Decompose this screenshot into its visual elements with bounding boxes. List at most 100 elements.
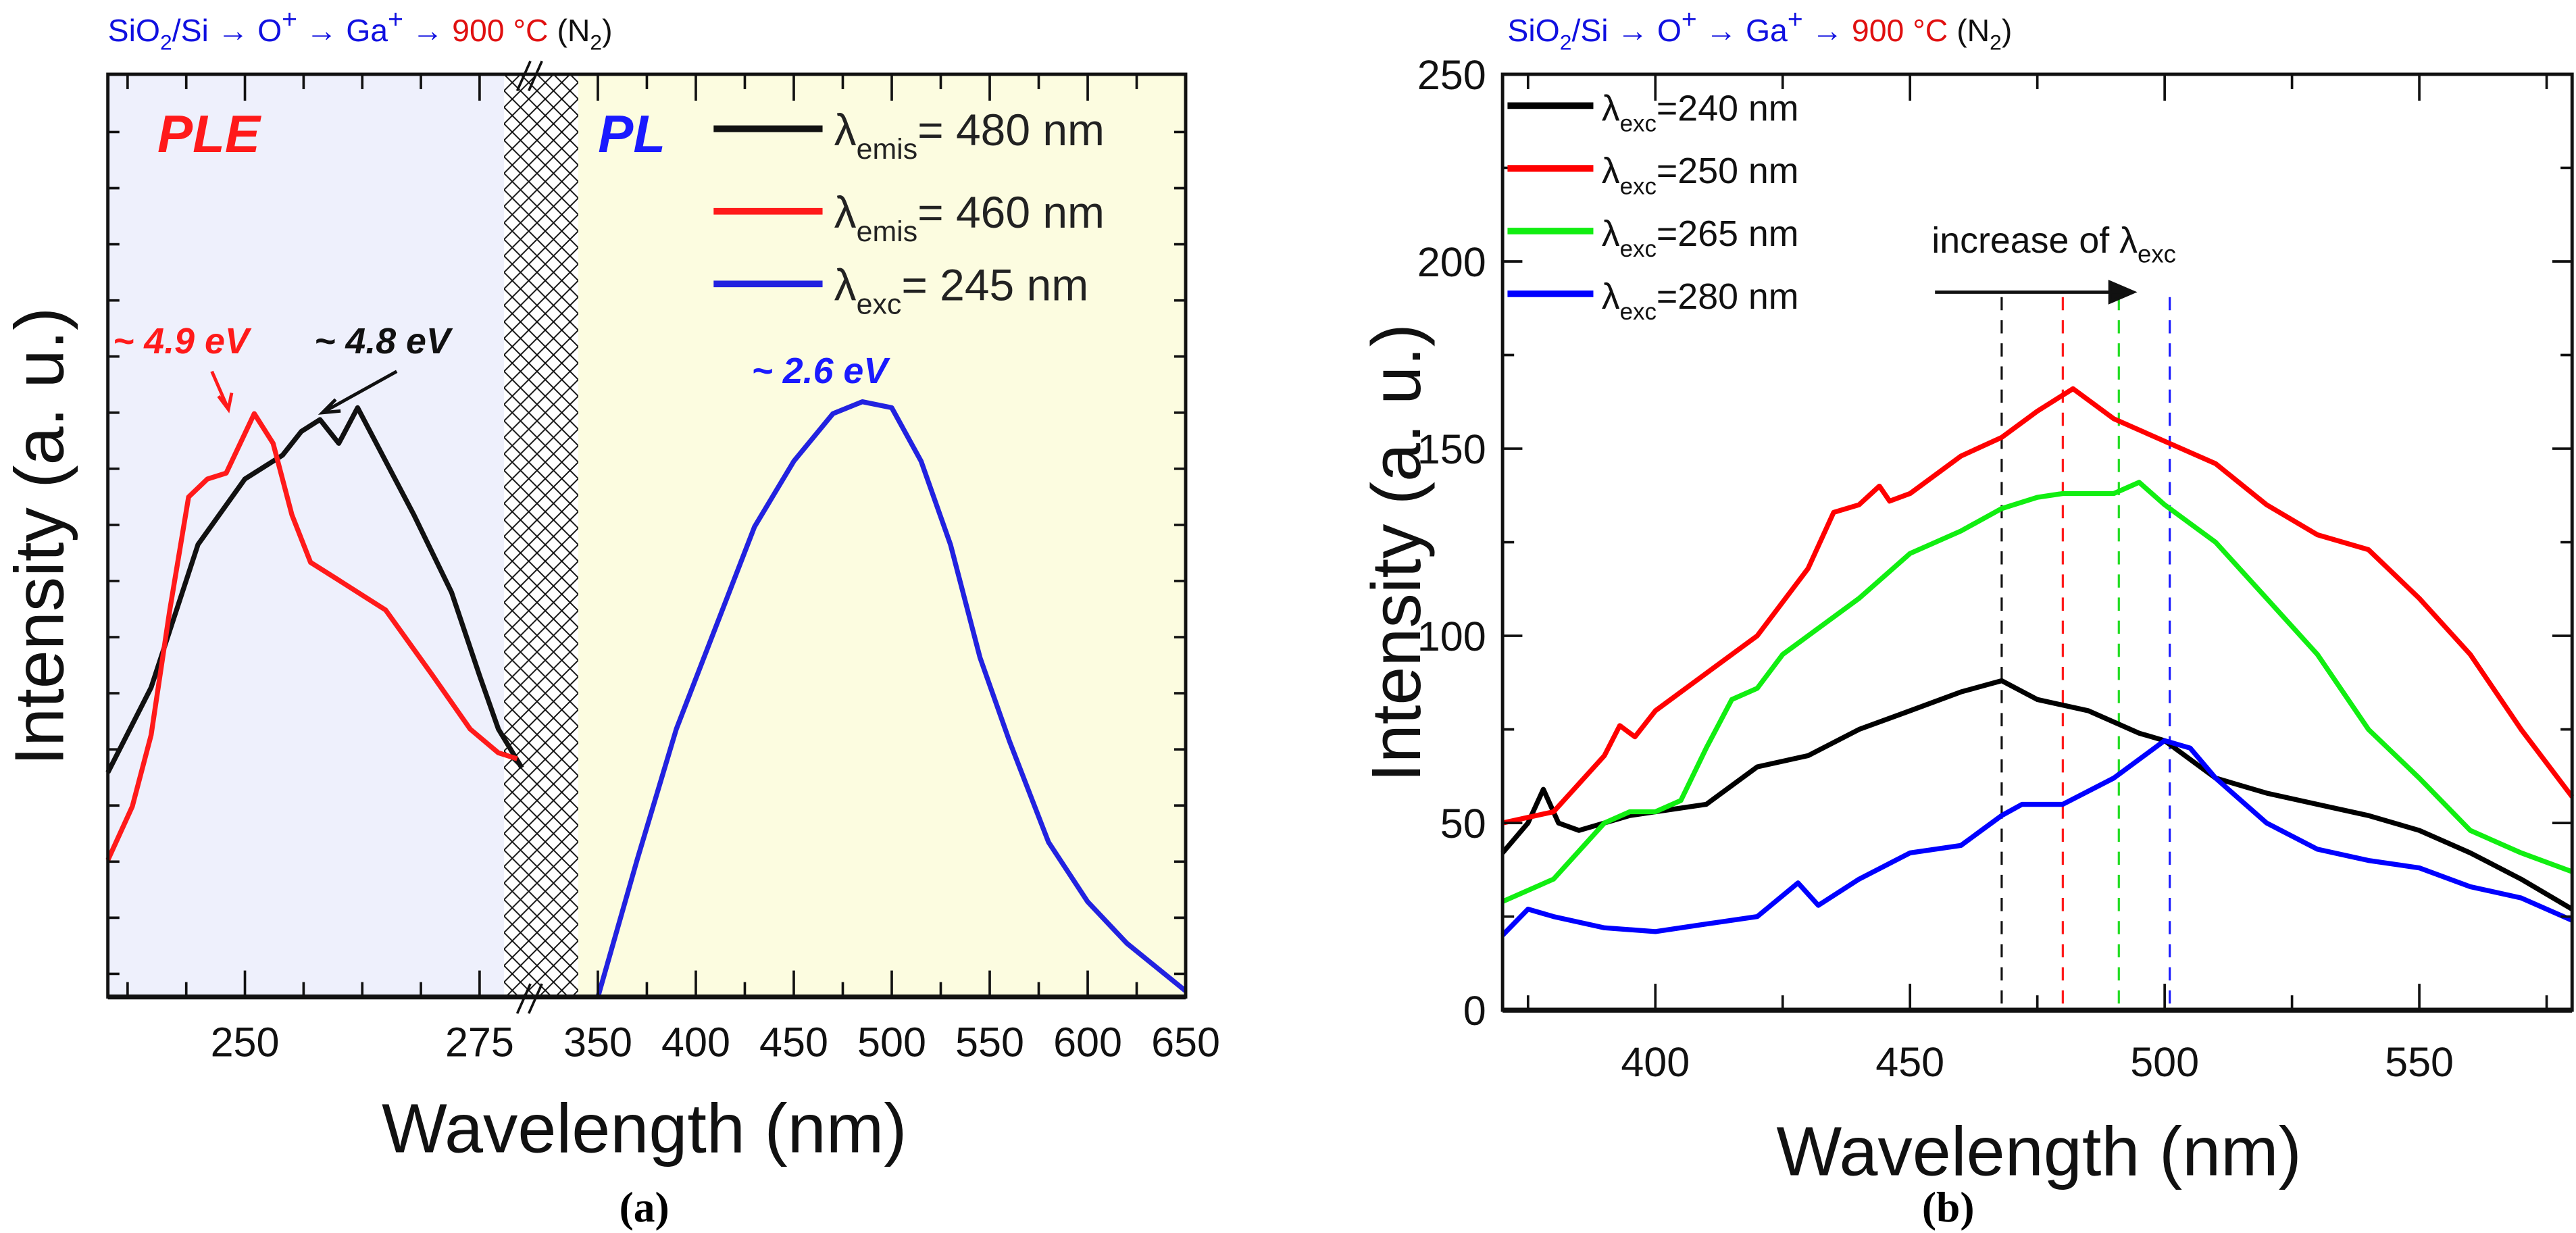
lambda-symbol: λ (2119, 220, 2138, 261)
title-segment: (N (1948, 13, 1990, 48)
x-axis-label: Wavelength (nm) (1776, 1112, 2301, 1190)
ple-region-background (107, 74, 505, 997)
title-segment: SiO (108, 13, 160, 48)
title-segment: 2 (1560, 30, 1572, 54)
x-tick-label: 275 (445, 1020, 514, 1065)
title-segment: 2 (590, 30, 602, 54)
y-tick-label: 200 (1417, 239, 1486, 285)
panel-b: SiO2​/Si → O+​ → Ga+​ → 900 °C (N2​)4004… (1357, 5, 2575, 1231)
lambda-symbol: λ (1602, 276, 1620, 317)
title-segment: 900 °C (452, 13, 548, 48)
title-segment: /Si → (1571, 13, 1657, 48)
series-line-1 (1502, 386, 2575, 826)
label-text: =280 nm (1657, 276, 1799, 317)
legend-entry: λexc=280 nm (1602, 276, 1799, 325)
peak-annotation-4-8ev: ~ 4.8 eV (314, 321, 453, 361)
title-segment: → (403, 13, 452, 48)
panel-label: (b) (1922, 1183, 1975, 1231)
title-segment: + (388, 5, 403, 34)
title-segment: → (1803, 13, 1852, 48)
x-tick-label: 650 (1151, 1020, 1220, 1065)
title-segment: + (1682, 5, 1697, 34)
y-tick-label: 0 (1463, 988, 1486, 1034)
peak-annotation-4-9ev: ~ 4.9 eV (113, 321, 252, 361)
series-line-0 (1500, 678, 2574, 911)
legend-entry: λexc=265 nm (1602, 213, 1799, 262)
title-segment: O (1657, 13, 1682, 48)
subscript: exc (1620, 236, 1657, 262)
axis-break-mark (515, 983, 543, 1014)
x-tick-label: 250 (211, 1020, 280, 1065)
title-segment: → Ga (297, 13, 388, 48)
lambda-symbol: λ (1602, 151, 1620, 191)
lambda-symbol: λ (834, 105, 857, 155)
axis-break-hatch (504, 74, 578, 997)
title-segment: /Si → (172, 13, 257, 48)
subscript: exc (857, 288, 902, 320)
x-tick-label: 400 (1621, 1039, 1690, 1085)
label-text: =250 nm (1657, 151, 1799, 191)
lambda-symbol: λ (834, 260, 857, 310)
legend-entry: λexc=250 nm (1602, 151, 1799, 199)
axis-break-mark (515, 60, 543, 92)
label-text: =265 nm (1657, 213, 1799, 254)
x-tick-label: 600 (1053, 1020, 1122, 1065)
series-line-1 (105, 411, 518, 861)
label-text: =240 nm (1657, 88, 1799, 128)
label-text: = 480 nm (917, 105, 1105, 155)
label-text: = 460 nm (917, 187, 1105, 237)
title-segment: O (257, 13, 282, 48)
title-segment: → Ga (1697, 13, 1788, 48)
legend-entry: λexc= 245 nm (834, 260, 1089, 321)
title-segment: 2 (160, 30, 172, 54)
peak-annotation-2-6ev: ~ 2.6 eV (751, 351, 890, 391)
y-axis-label: Intensity (a. u.) (1357, 324, 1435, 782)
title-segment: ) (602, 13, 612, 48)
subscript: exc (1620, 299, 1657, 325)
annotation-text: increase of (1931, 220, 2119, 261)
subscript: exc (1620, 110, 1657, 136)
title-segment: + (1788, 5, 1803, 34)
x-tick-label: 400 (661, 1020, 730, 1065)
legend-entry: λexc=240 nm (1602, 88, 1799, 136)
x-tick-label: 550 (2385, 1039, 2454, 1085)
pl-label: PL (598, 104, 665, 163)
subscript: exc (2138, 240, 2176, 268)
series-line-2 (1501, 480, 2573, 904)
subscript: emis (857, 216, 918, 248)
arrow-4-9ev (210, 370, 234, 413)
ple-label: PLE (157, 104, 262, 163)
increase-annotation: increase of λexc (1931, 220, 2176, 268)
y-tick-label: 250 (1417, 52, 1486, 98)
increase-arrow (1935, 280, 2138, 305)
x-tick-label: 450 (1875, 1039, 1944, 1085)
panel-label: (a) (620, 1183, 670, 1231)
lambda-symbol: λ (1602, 213, 1620, 254)
title-segment: 900 °C (1852, 13, 1948, 48)
y-tick-label: 150 (1417, 426, 1486, 472)
title-segment: ) (2002, 13, 2012, 48)
subscript: exc (1620, 173, 1657, 199)
lambda-symbol: λ (1602, 88, 1620, 128)
arrow-4-8ev (318, 370, 398, 415)
y-axis-label: Intensity (a. u.) (1, 307, 78, 766)
label-text: = 245 nm (901, 260, 1088, 310)
subscript: emis (857, 133, 918, 166)
x-tick-label: 450 (759, 1020, 828, 1065)
x-axis-label: Wavelength (nm) (382, 1089, 907, 1167)
title-segment: 2 (1990, 30, 2002, 54)
panel-a: SiO2​/Si → O+​ → Ga+​ → 900 °C (N2​)2502… (1, 5, 1220, 1231)
title-segment: SiO (1507, 13, 1559, 48)
x-tick-label: 550 (955, 1020, 1024, 1065)
lambda-symbol: λ (834, 187, 857, 237)
pl-region-background (578, 74, 1186, 997)
y-tick-label: 50 (1440, 801, 1486, 847)
legend-entry: λemis= 460 nm (834, 187, 1105, 248)
process-title: SiO2​/Si → O+​ → Ga+​ → 900 °C (N2​) (1507, 5, 2012, 55)
title-segment: (N (549, 13, 590, 48)
legend-entry: λemis= 480 nm (834, 105, 1105, 166)
x-tick-label: 350 (563, 1020, 632, 1065)
x-tick-label: 500 (857, 1020, 926, 1065)
x-tick-label: 500 (2130, 1039, 2199, 1085)
